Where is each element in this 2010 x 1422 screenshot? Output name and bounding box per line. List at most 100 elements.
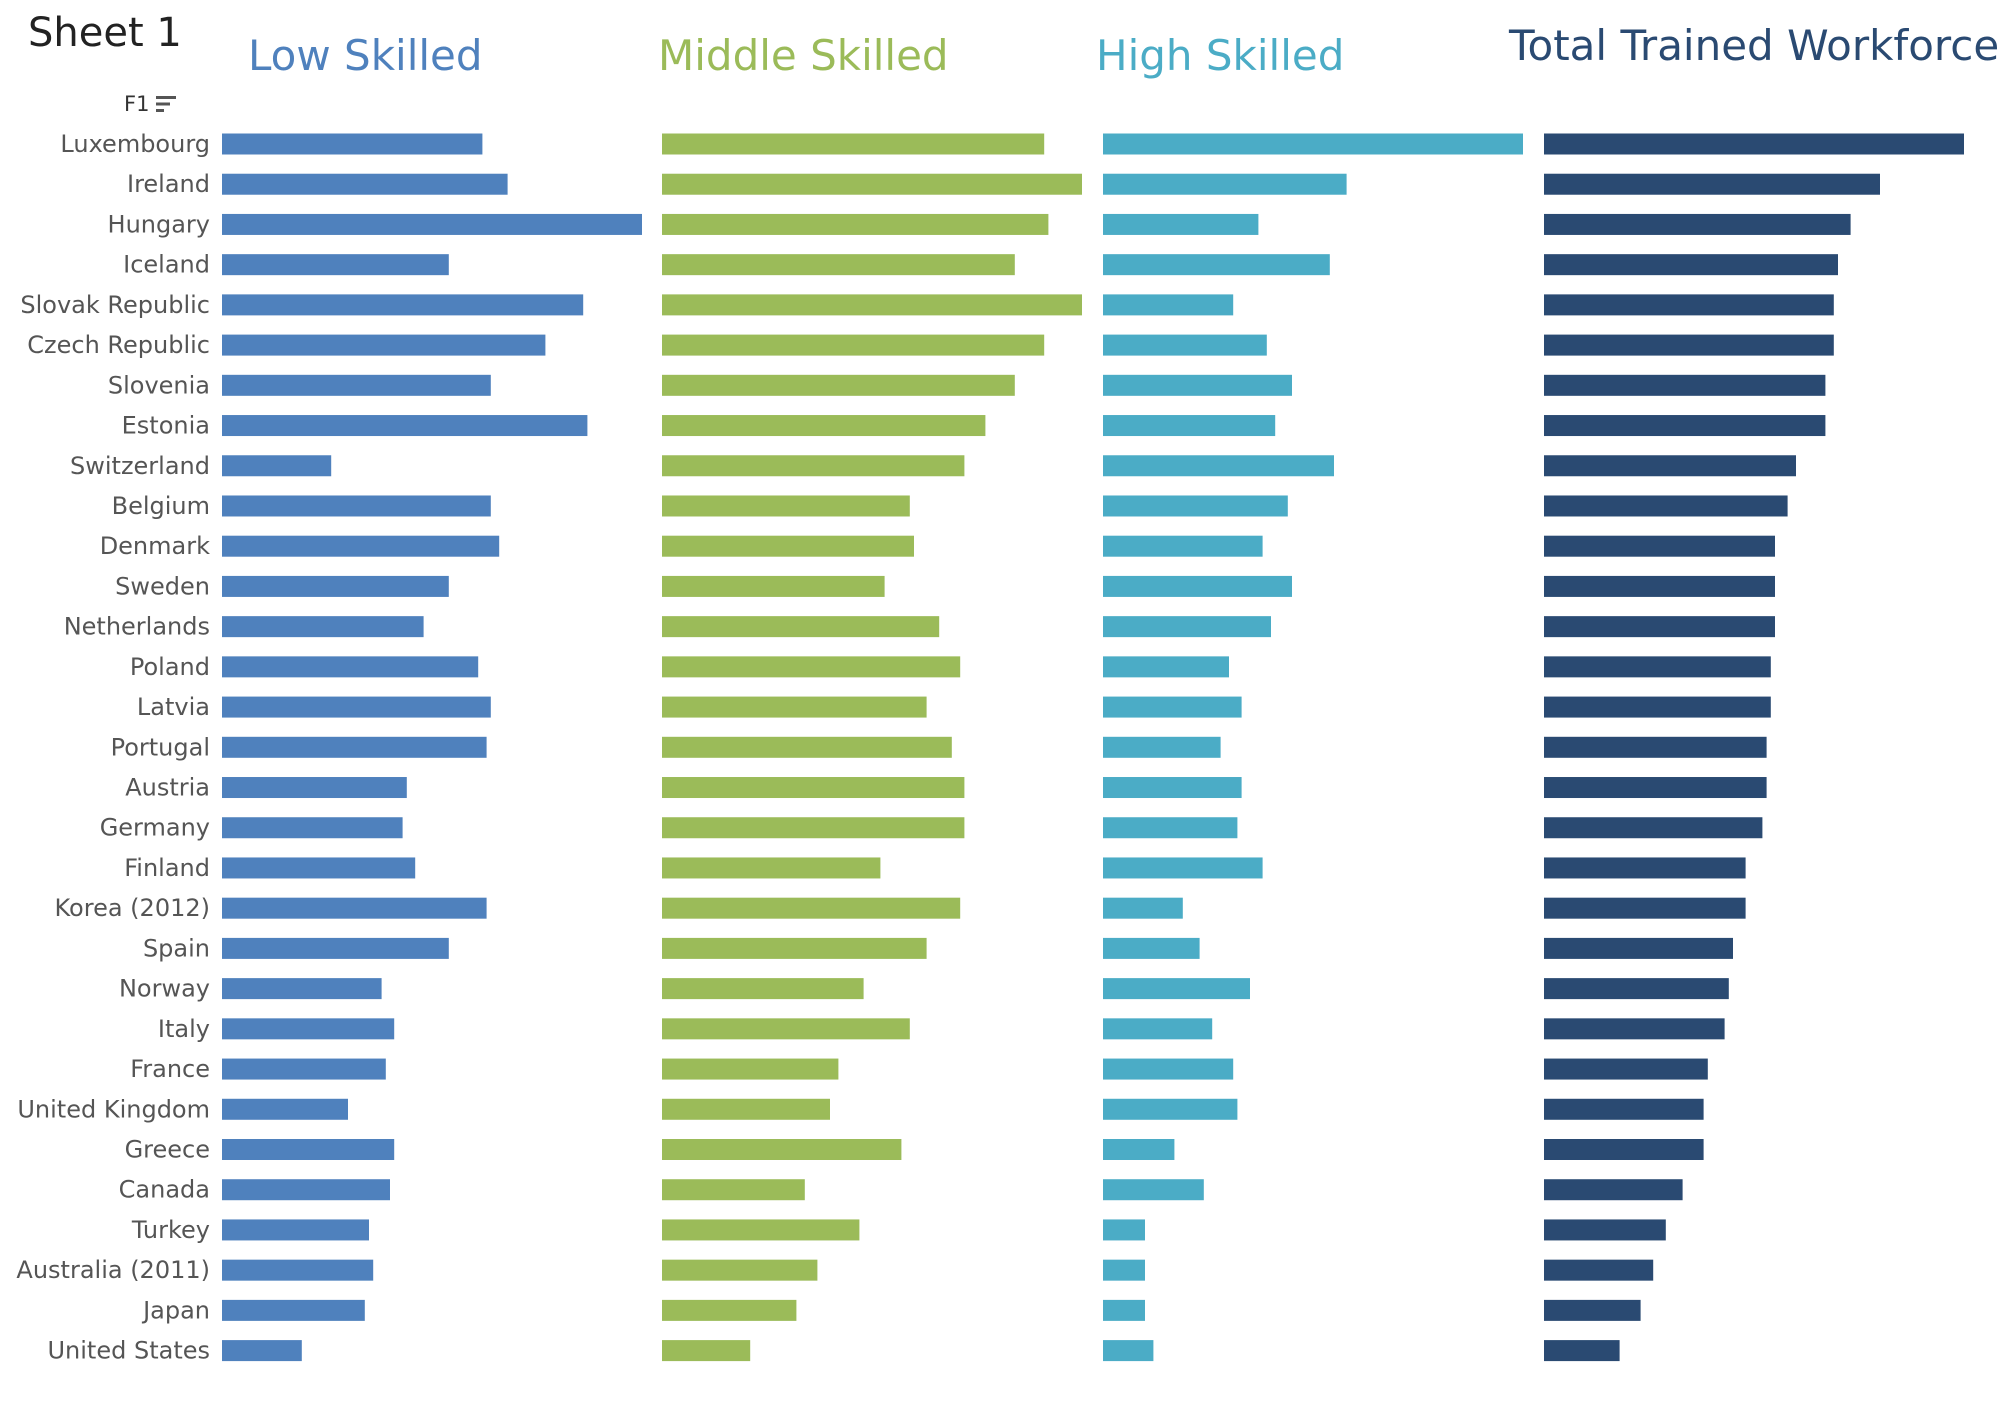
bar-middle-skilled[interactable] [662, 978, 864, 1000]
bar-middle-skilled[interactable] [662, 334, 1045, 356]
bar-middle-skilled[interactable] [662, 1098, 830, 1120]
bar-low-skilled[interactable] [222, 1259, 374, 1281]
bar-low-skilled[interactable] [222, 1340, 302, 1362]
bar-middle-skilled[interactable] [662, 254, 1015, 276]
bar-middle-skilled[interactable] [662, 1139, 902, 1160]
bar-low-skilled[interactable] [222, 1098, 348, 1120]
bar-middle-skilled[interactable] [662, 897, 961, 919]
bar-low-skilled[interactable] [222, 173, 508, 195]
bar-total-trained-workforce[interactable] [1544, 1219, 1666, 1241]
bar-total-trained-workforce[interactable] [1544, 656, 1771, 678]
bar-low-skilled[interactable] [222, 696, 491, 718]
bar-low-skilled[interactable] [222, 656, 479, 678]
bar-high-skilled[interactable] [1103, 656, 1229, 678]
bar-total-trained-workforce[interactable] [1544, 857, 1746, 879]
bar-middle-skilled[interactable] [662, 535, 914, 557]
bar-high-skilled[interactable] [1103, 213, 1259, 235]
bar-high-skilled[interactable] [1103, 334, 1267, 356]
bar-low-skilled[interactable] [222, 1018, 395, 1040]
bar-high-skilled[interactable] [1103, 777, 1242, 799]
bar-high-skilled[interactable] [1103, 1139, 1175, 1160]
bar-low-skilled[interactable] [222, 575, 449, 597]
bar-middle-skilled[interactable] [662, 1340, 751, 1362]
bar-middle-skilled[interactable] [662, 415, 986, 437]
bar-middle-skilled[interactable] [662, 1018, 910, 1040]
bar-middle-skilled[interactable] [662, 294, 1082, 316]
bar-total-trained-workforce[interactable] [1544, 173, 1880, 195]
bar-middle-skilled[interactable] [662, 937, 927, 959]
bar-total-trained-workforce[interactable] [1544, 1058, 1708, 1080]
bar-total-trained-workforce[interactable] [1544, 374, 1826, 396]
bar-total-trained-workforce[interactable] [1544, 1259, 1654, 1281]
bar-total-trained-workforce[interactable] [1544, 535, 1775, 557]
bar-high-skilled[interactable] [1103, 1340, 1154, 1362]
bar-high-skilled[interactable] [1103, 1018, 1213, 1040]
bar-high-skilled[interactable] [1103, 133, 1523, 155]
bar-middle-skilled[interactable] [662, 857, 881, 879]
bar-high-skilled[interactable] [1103, 1058, 1234, 1080]
bar-total-trained-workforce[interactable] [1544, 415, 1826, 437]
bar-total-trained-workforce[interactable] [1544, 213, 1851, 235]
bar-total-trained-workforce[interactable] [1544, 1179, 1683, 1201]
bar-total-trained-workforce[interactable] [1544, 736, 1767, 758]
bar-high-skilled[interactable] [1103, 817, 1238, 839]
bar-low-skilled[interactable] [222, 978, 382, 1000]
bar-low-skilled[interactable] [222, 294, 584, 316]
bar-middle-skilled[interactable] [662, 1058, 839, 1080]
bar-total-trained-workforce[interactable] [1544, 334, 1834, 356]
bar-middle-skilled[interactable] [662, 1259, 818, 1281]
bar-middle-skilled[interactable] [662, 213, 1049, 235]
bar-high-skilled[interactable] [1103, 374, 1292, 396]
bar-total-trained-workforce[interactable] [1544, 254, 1838, 276]
bar-total-trained-workforce[interactable] [1544, 495, 1788, 517]
bar-middle-skilled[interactable] [662, 1299, 797, 1321]
bar-high-skilled[interactable] [1103, 535, 1263, 557]
bar-middle-skilled[interactable] [662, 616, 940, 638]
bar-total-trained-workforce[interactable] [1544, 978, 1729, 1000]
bar-low-skilled[interactable] [222, 817, 403, 839]
bar-low-skilled[interactable] [222, 736, 487, 758]
bar-middle-skilled[interactable] [662, 696, 927, 718]
bar-low-skilled[interactable] [222, 455, 332, 477]
bar-high-skilled[interactable] [1103, 616, 1271, 638]
bar-high-skilled[interactable] [1103, 294, 1234, 316]
bar-high-skilled[interactable] [1103, 415, 1276, 437]
bar-total-trained-workforce[interactable] [1544, 1098, 1704, 1120]
bar-low-skilled[interactable] [222, 415, 588, 437]
sort-descending-icon[interactable] [155, 94, 177, 114]
bar-low-skilled[interactable] [222, 535, 500, 557]
bar-total-trained-workforce[interactable] [1544, 294, 1834, 316]
bar-middle-skilled[interactable] [662, 575, 885, 597]
bar-low-skilled[interactable] [222, 1139, 395, 1160]
bar-middle-skilled[interactable] [662, 777, 965, 799]
bar-middle-skilled[interactable] [662, 133, 1045, 155]
bar-low-skilled[interactable] [222, 616, 424, 638]
bar-middle-skilled[interactable] [662, 455, 965, 477]
bar-high-skilled[interactable] [1103, 736, 1221, 758]
bar-total-trained-workforce[interactable] [1544, 1139, 1704, 1160]
bar-total-trained-workforce[interactable] [1544, 1340, 1620, 1362]
bar-middle-skilled[interactable] [662, 817, 965, 839]
bar-middle-skilled[interactable] [662, 656, 961, 678]
bar-low-skilled[interactable] [222, 334, 546, 356]
bar-high-skilled[interactable] [1103, 857, 1263, 879]
bar-high-skilled[interactable] [1103, 173, 1347, 195]
bar-low-skilled[interactable] [222, 1219, 369, 1241]
bar-low-skilled[interactable] [222, 857, 416, 879]
bar-low-skilled[interactable] [222, 374, 491, 396]
bar-high-skilled[interactable] [1103, 575, 1292, 597]
bar-total-trained-workforce[interactable] [1544, 937, 1733, 959]
bar-low-skilled[interactable] [222, 133, 483, 155]
bar-high-skilled[interactable] [1103, 1219, 1145, 1241]
bar-middle-skilled[interactable] [662, 495, 910, 517]
bar-total-trained-workforce[interactable] [1544, 575, 1775, 597]
bar-total-trained-workforce[interactable] [1544, 1018, 1725, 1040]
bar-middle-skilled[interactable] [662, 1179, 805, 1201]
bar-high-skilled[interactable] [1103, 978, 1250, 1000]
bar-low-skilled[interactable] [222, 1299, 365, 1321]
bar-high-skilled[interactable] [1103, 1299, 1145, 1321]
bar-total-trained-workforce[interactable] [1544, 777, 1767, 799]
bar-total-trained-workforce[interactable] [1544, 897, 1746, 919]
bar-high-skilled[interactable] [1103, 495, 1288, 517]
bar-low-skilled[interactable] [222, 937, 449, 959]
